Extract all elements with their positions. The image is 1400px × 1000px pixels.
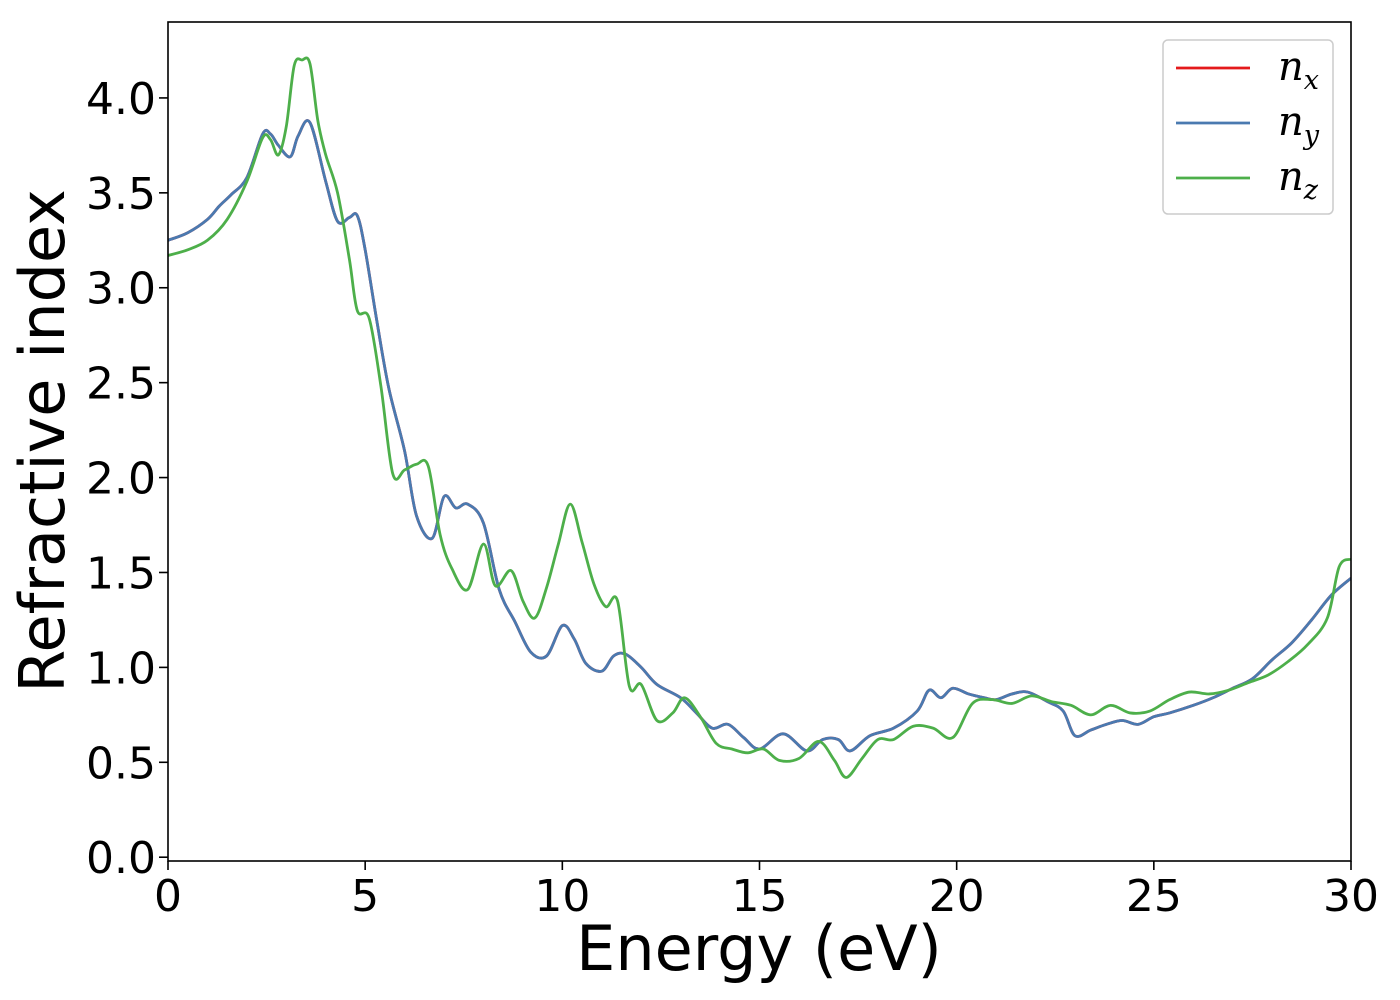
plot-lines bbox=[168, 56, 1351, 779]
x-tick-label: 20 bbox=[929, 871, 985, 922]
y-tick-label: 0.0 bbox=[86, 833, 156, 884]
x-tick-label: 25 bbox=[1126, 871, 1182, 922]
legend-label-x: nx bbox=[1278, 44, 1319, 96]
y-tick-label: 4.0 bbox=[86, 74, 156, 125]
x-tick-label: 15 bbox=[732, 871, 788, 922]
y-tick-label: 2.0 bbox=[86, 454, 156, 505]
x-tick-label: 30 bbox=[1323, 871, 1379, 922]
x-tick-label: 5 bbox=[351, 871, 379, 922]
legend-label-y: ny bbox=[1278, 99, 1320, 151]
y-tick-label: 1.0 bbox=[86, 643, 156, 694]
y-tick-label: 1.5 bbox=[86, 548, 156, 599]
y-tick-label: 0.5 bbox=[86, 738, 156, 789]
x-axis-ticks: 0 5 10 15 20 25 30 bbox=[154, 861, 1379, 922]
x-tick-label: 10 bbox=[534, 871, 590, 922]
y-axis-ticks: 0.0 0.5 1.0 1.5 2.0 2.5 3.0 3.5 4.0 bbox=[86, 74, 168, 884]
y-tick-label: 3.0 bbox=[86, 264, 156, 315]
y-axis-title: Refractive index bbox=[6, 189, 79, 693]
x-axis-title: Energy (eV) bbox=[576, 912, 942, 985]
series-line-x bbox=[168, 119, 1351, 753]
y-tick-label: 2.5 bbox=[86, 359, 156, 410]
x-tick-label: 0 bbox=[154, 871, 182, 922]
series-line-z bbox=[168, 56, 1351, 779]
y-tick-label: 3.5 bbox=[86, 169, 156, 220]
legend-label-z: nz bbox=[1278, 154, 1319, 206]
legend-box bbox=[1162, 39, 1334, 215]
series-line-y bbox=[168, 119, 1351, 753]
